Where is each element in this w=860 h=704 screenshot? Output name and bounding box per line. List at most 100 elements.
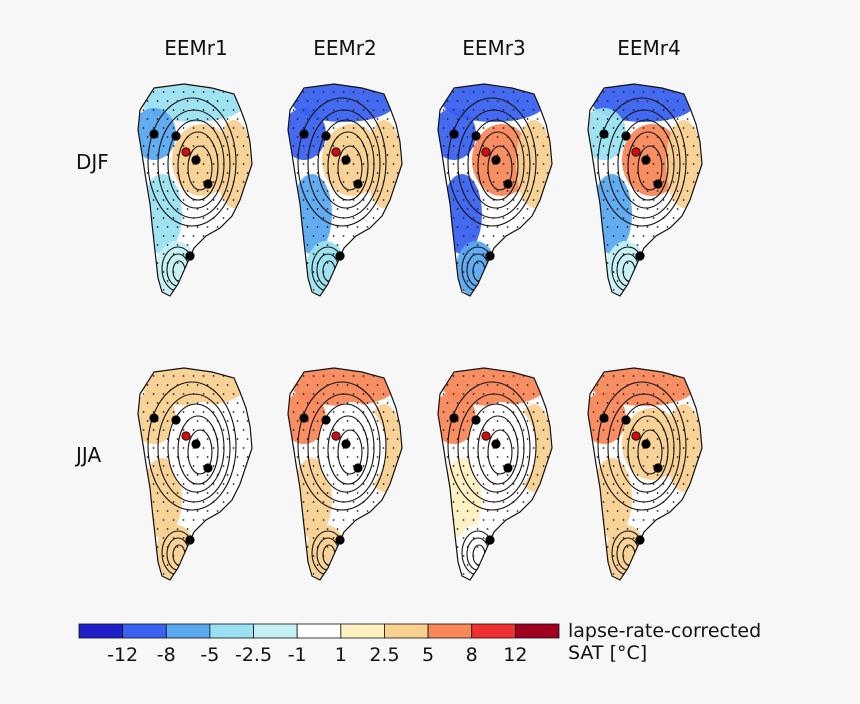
stipple-dot xyxy=(156,528,159,530)
stipple-dot xyxy=(172,501,175,503)
elevation-contour xyxy=(317,403,375,493)
stipple-dot xyxy=(186,474,189,476)
stipple-dot xyxy=(152,253,155,255)
stipple-dot xyxy=(196,172,199,174)
stipple-dot xyxy=(162,555,165,557)
stipple-dot xyxy=(232,253,235,255)
stipple-dot xyxy=(162,429,165,431)
stipple-dot xyxy=(182,375,185,377)
stipple-dot xyxy=(696,510,699,512)
stipple-dot xyxy=(342,181,345,183)
stipple-dot xyxy=(636,100,639,102)
stipple-dot xyxy=(202,217,205,219)
stipple-dot xyxy=(162,145,165,147)
stipple-dot xyxy=(236,420,239,422)
stipple-dot xyxy=(342,465,345,467)
stipple-dot xyxy=(676,262,679,264)
stipple-dot xyxy=(592,501,595,503)
ice-core-site xyxy=(599,129,609,139)
stipple-dot xyxy=(146,420,149,422)
stipple-dot xyxy=(142,411,145,413)
stipple-dot xyxy=(612,501,615,503)
stipple-dot xyxy=(672,465,675,467)
stipple-dot xyxy=(182,127,185,129)
stipple-dot xyxy=(352,375,355,377)
stipple-dot xyxy=(176,244,179,246)
stipple-dot xyxy=(482,519,485,521)
stipple-dot xyxy=(516,384,519,386)
stipple-dot xyxy=(306,510,309,512)
stipple-dot xyxy=(502,519,505,521)
stipple-dot xyxy=(372,519,375,521)
stipple-dot xyxy=(186,280,189,282)
stipple-dot xyxy=(196,280,199,282)
stipple-dot xyxy=(152,109,155,111)
stipple-dot xyxy=(642,145,645,147)
stipple-dot xyxy=(182,109,185,111)
stipple-dot xyxy=(222,411,225,413)
stipple-dot xyxy=(366,492,369,494)
stipple-dot xyxy=(596,510,599,512)
stipple-dot xyxy=(242,235,245,237)
stipple-dot xyxy=(626,118,629,120)
stipple-dot xyxy=(242,109,245,111)
stipple-dot xyxy=(542,429,545,431)
elevation-contour xyxy=(487,145,513,191)
stipple-dot xyxy=(336,402,339,404)
stipple-dot xyxy=(376,118,379,120)
stipple-dot xyxy=(316,420,319,422)
stipple-dot xyxy=(602,573,605,575)
stipple-dot xyxy=(522,181,525,183)
stipple-dot xyxy=(332,447,335,449)
stipple-dot xyxy=(612,253,615,255)
stipple-dot xyxy=(382,145,385,147)
stipple-dot xyxy=(442,289,445,291)
stipple-dot xyxy=(616,528,619,530)
stipple-dot xyxy=(526,564,529,566)
stipple-dot xyxy=(522,411,525,413)
stipple-dot xyxy=(496,564,499,566)
stipple-dot xyxy=(622,181,625,183)
stipple-dot xyxy=(682,91,685,93)
stipple-dot xyxy=(696,280,699,282)
stipple-dot xyxy=(452,253,455,255)
stipple-dot xyxy=(446,100,449,102)
stipple-dot xyxy=(472,181,475,183)
stipple-dot xyxy=(502,91,505,93)
stipple-dot xyxy=(142,501,145,503)
stipple-dot xyxy=(666,262,669,264)
stipple-dot xyxy=(602,181,605,183)
stipple-dot xyxy=(362,289,365,291)
stipple-dot xyxy=(342,145,345,147)
stipple-dot xyxy=(646,226,649,228)
stipple-dot xyxy=(172,199,175,201)
stipple-dot xyxy=(656,190,659,192)
stipple-dot xyxy=(232,235,235,237)
stipple-dot xyxy=(142,393,145,395)
stipple-dot xyxy=(696,492,699,494)
stipple-dot xyxy=(202,501,205,503)
stipple-dot xyxy=(396,510,399,512)
stipple-dot xyxy=(162,127,165,129)
stipple-dot xyxy=(522,253,525,255)
stipple-dot xyxy=(696,564,699,566)
stipple-dot xyxy=(156,226,159,228)
stipple-dot xyxy=(656,438,659,440)
stipple-dot xyxy=(292,289,295,291)
stipple-dot xyxy=(172,465,175,467)
stipple-dot xyxy=(352,163,355,165)
stipple-dot xyxy=(392,271,395,273)
stipple-dot xyxy=(452,163,455,165)
stipple-dot xyxy=(146,244,149,246)
stipple-dot xyxy=(226,154,229,156)
stipple-dot xyxy=(362,91,365,93)
stipple-dot xyxy=(342,375,345,377)
stipple-dot xyxy=(146,226,149,228)
stipple-dot xyxy=(652,289,655,291)
stipple-dot xyxy=(546,492,549,494)
stipple-dot xyxy=(182,289,185,291)
stipple-dot xyxy=(356,402,359,404)
ice-core-site xyxy=(203,179,213,189)
stipple-dot xyxy=(366,244,369,246)
stipple-dot xyxy=(606,244,609,246)
